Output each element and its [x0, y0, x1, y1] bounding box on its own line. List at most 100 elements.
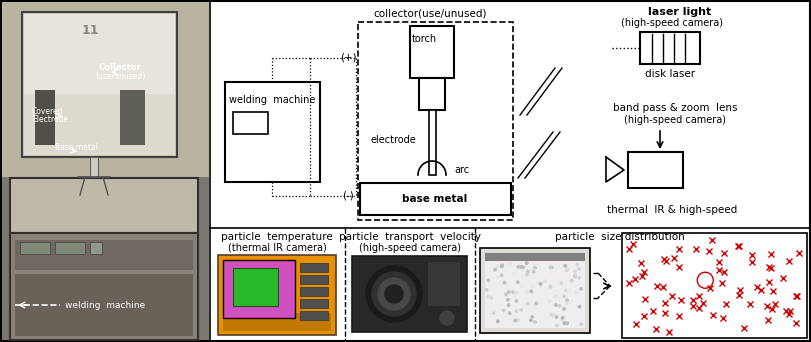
Circle shape [561, 271, 564, 273]
Circle shape [576, 263, 578, 266]
Circle shape [385, 285, 403, 303]
Circle shape [494, 268, 496, 271]
Circle shape [487, 295, 490, 298]
Circle shape [564, 322, 565, 324]
Bar [300, 287, 328, 296]
Circle shape [537, 313, 539, 315]
Text: arc: arc [454, 165, 469, 175]
Text: base metal: base metal [402, 194, 468, 204]
Text: (high-speed camera): (high-speed camera) [621, 18, 723, 28]
Circle shape [548, 300, 551, 302]
Circle shape [566, 322, 569, 325]
Circle shape [508, 312, 511, 314]
Circle shape [544, 280, 547, 282]
Circle shape [559, 298, 561, 300]
Circle shape [552, 314, 555, 316]
Circle shape [522, 266, 525, 268]
Circle shape [550, 314, 552, 316]
Circle shape [531, 285, 534, 288]
Bar [20, 242, 50, 254]
Circle shape [534, 321, 536, 323]
Text: collector(use/unused): collector(use/unused) [373, 9, 487, 19]
Circle shape [566, 268, 569, 271]
Circle shape [534, 266, 536, 269]
Circle shape [578, 277, 581, 279]
Circle shape [571, 279, 573, 282]
Text: Electrode: Electrode [32, 116, 68, 124]
Bar [410, 26, 454, 78]
Bar [15, 240, 193, 270]
Bar [581, 57, 603, 79]
Circle shape [566, 299, 569, 301]
Circle shape [551, 266, 553, 269]
Bar [24, 14, 175, 94]
Bar [622, 233, 807, 338]
Circle shape [558, 305, 560, 307]
Circle shape [520, 266, 522, 268]
Bar [218, 255, 336, 335]
Bar [360, 183, 511, 215]
Polygon shape [606, 157, 624, 182]
Text: 11: 11 [81, 24, 99, 37]
Circle shape [579, 322, 581, 325]
Circle shape [517, 266, 520, 268]
Circle shape [535, 302, 538, 304]
Circle shape [508, 304, 510, 306]
Bar [427, 261, 460, 306]
Circle shape [486, 289, 488, 291]
Circle shape [487, 279, 490, 281]
Circle shape [560, 282, 563, 284]
Circle shape [549, 286, 551, 288]
Circle shape [490, 297, 492, 299]
Circle shape [526, 262, 528, 264]
Circle shape [526, 271, 529, 273]
Circle shape [440, 311, 454, 325]
Circle shape [366, 266, 422, 322]
Circle shape [561, 317, 564, 319]
Bar [640, 32, 700, 64]
Circle shape [521, 285, 524, 287]
Circle shape [515, 300, 517, 302]
Circle shape [576, 291, 578, 293]
Circle shape [569, 301, 572, 303]
Circle shape [500, 265, 503, 267]
Circle shape [543, 284, 546, 286]
Circle shape [508, 291, 510, 293]
Bar [628, 152, 683, 188]
Circle shape [526, 302, 529, 305]
Bar [223, 260, 295, 318]
Bar [2, 2, 209, 177]
Circle shape [537, 265, 539, 267]
Circle shape [507, 299, 509, 301]
Circle shape [543, 264, 545, 267]
Circle shape [567, 268, 569, 271]
Circle shape [491, 310, 493, 312]
Circle shape [526, 290, 528, 293]
Bar [10, 233, 198, 340]
Circle shape [526, 273, 528, 276]
Circle shape [514, 319, 517, 322]
Circle shape [556, 316, 558, 318]
Circle shape [574, 275, 577, 278]
Circle shape [512, 291, 514, 293]
Text: disk laser: disk laser [645, 69, 695, 79]
Circle shape [555, 304, 557, 306]
Text: (use/unused): (use/unused) [95, 73, 145, 81]
Circle shape [534, 305, 536, 308]
Bar [225, 82, 320, 182]
Circle shape [556, 314, 559, 317]
Circle shape [532, 271, 534, 273]
Circle shape [530, 319, 532, 321]
Text: particle  transport  velocity: particle transport velocity [339, 232, 481, 242]
Circle shape [563, 308, 565, 310]
Circle shape [568, 289, 570, 291]
Text: laser light: laser light [648, 7, 711, 17]
Circle shape [580, 288, 582, 290]
Circle shape [517, 319, 519, 321]
Bar [300, 299, 328, 308]
Bar [300, 263, 328, 272]
Circle shape [508, 262, 511, 265]
Text: Collector: Collector [99, 64, 141, 73]
Circle shape [378, 278, 410, 310]
Circle shape [543, 322, 545, 325]
